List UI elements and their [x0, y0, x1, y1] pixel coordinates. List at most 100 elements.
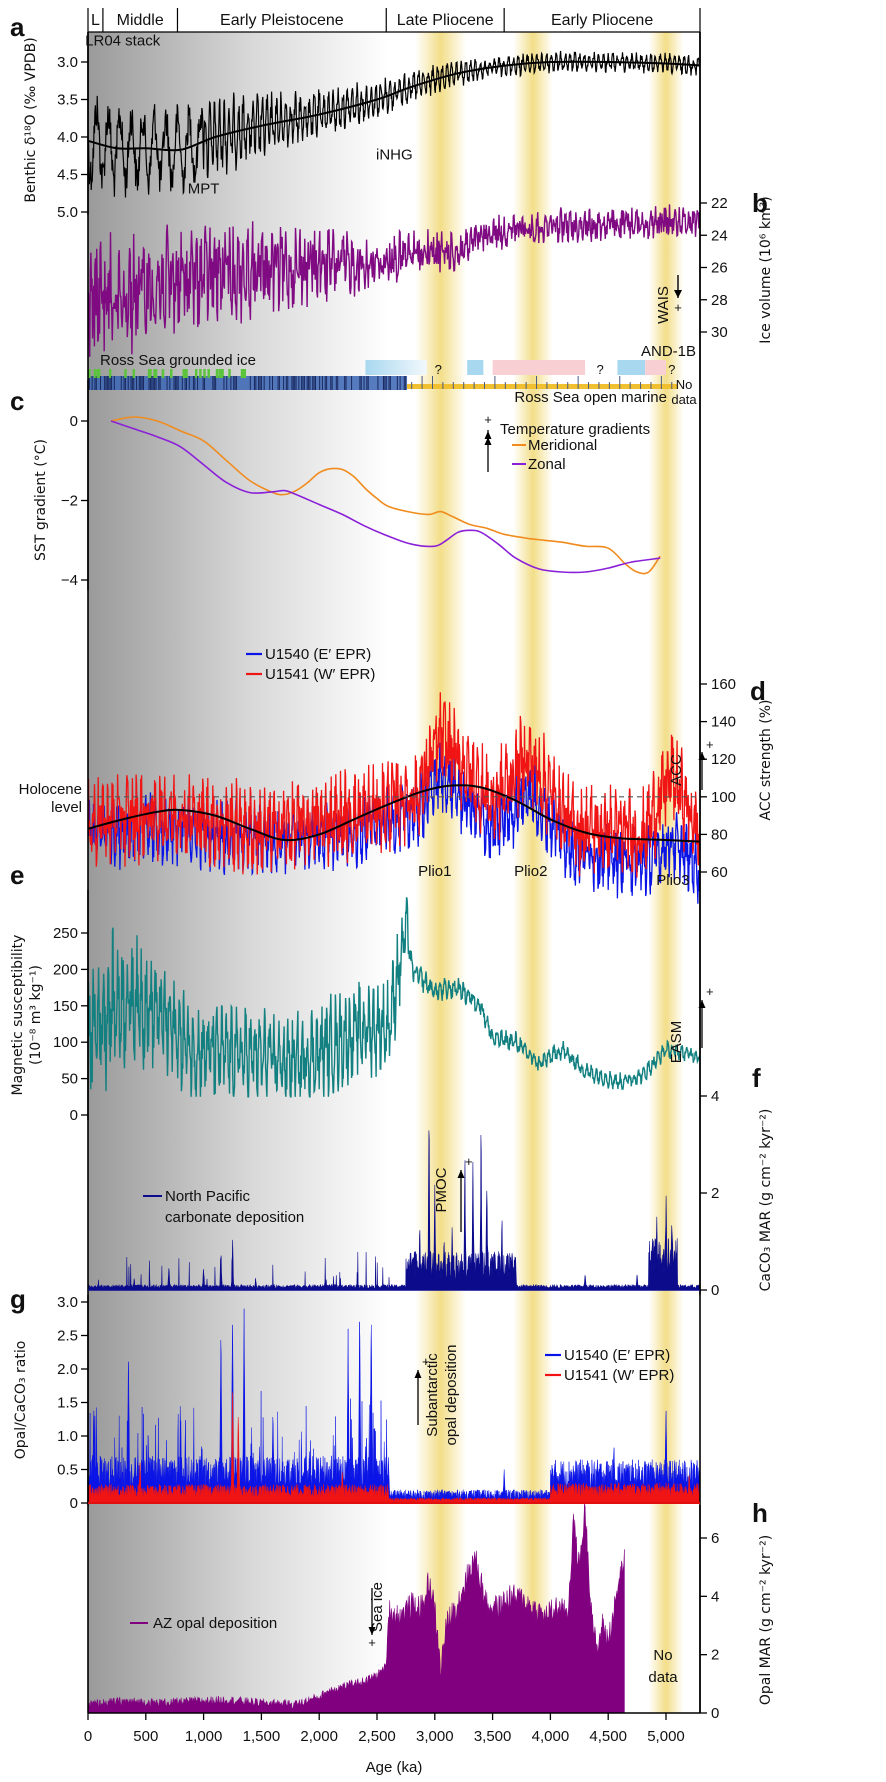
x-tick-label: 5,000 — [647, 1728, 685, 1745]
annotation-subantarctic: Subantarctic — [424, 1353, 441, 1437]
annotation-mpt: MPT — [188, 180, 220, 197]
grounded-ice-band — [88, 376, 408, 390]
y-tick-label-e: 50 — [61, 1071, 78, 1088]
acc-arrowhead — [698, 752, 706, 760]
x-tick-label: 1,000 — [185, 1728, 223, 1745]
annotation-pmoc: PMOC — [433, 1167, 450, 1212]
legend-label-u1541: U1541 (W′ EPR) — [265, 666, 375, 683]
warm-interval-band-1 — [415, 32, 467, 1713]
axis-layer: 3.03.54.04.55.022242628300−2−46080100120… — [53, 32, 736, 1776]
panel-letter-d: d — [750, 676, 766, 706]
acc-series-u1541 — [88, 692, 700, 878]
acc-plus-sign: + — [706, 737, 714, 752]
subantarctic-plus-sign: + — [422, 1354, 430, 1369]
label-ross-sea-grounded-ice: Ross Sea grounded ice — [100, 352, 256, 369]
y-tick-label-h: 2 — [711, 1647, 719, 1664]
annotation-opal-deposition: opal deposition — [443, 1345, 460, 1446]
wais-arrowhead — [674, 290, 682, 298]
warm-interval-band-2 — [513, 32, 553, 1713]
y-tick-label-e: 100 — [53, 1034, 78, 1051]
legend-arrowhead — [484, 431, 492, 439]
legend-label-caco3-line1: North Pacific — [165, 1188, 251, 1205]
and1b-question-mark: ? — [435, 362, 442, 377]
y-tick-label-e: 0 — [70, 1107, 78, 1124]
sea-ice-arrowhead — [368, 1627, 376, 1635]
y-tick-label-c: −2 — [61, 493, 78, 510]
y-tick-label-d: 120 — [711, 751, 736, 768]
text-layer: a b c d e f g h Benthic δ¹⁸O (‰ VPDB) Ice volume … — [10, 12, 774, 1705]
easm-arrowhead — [698, 1000, 706, 1008]
legend-label-u1540: U1540 (E′ EPR) — [265, 646, 371, 663]
pmoc-plus-sign: + — [465, 1154, 473, 1169]
and1b-block-1 — [365, 360, 427, 375]
y-tick-label-g: 0 — [70, 1495, 78, 1512]
y-tick-label-d: 140 — [711, 714, 736, 731]
epoch-label: Middle — [117, 12, 164, 29]
panel-letter-h: h — [752, 1498, 768, 1528]
y-tick-label-g: 2.5 — [57, 1328, 78, 1345]
y-tick-label-h: 4 — [711, 1588, 719, 1605]
y-tick-label-f: 2 — [711, 1185, 719, 1202]
label-no-data: data — [671, 392, 697, 407]
epoch-bar: L Middle Early Pleistocene Late Pliocene Ear… — [87, 8, 701, 33]
annotation-sea-ice: Sea ice — [369, 1582, 386, 1632]
y-axis-title-d: ACC strength (%) — [758, 700, 774, 821]
epoch-label: Late Pliocene — [397, 12, 494, 29]
and1b-question-mark: ? — [668, 362, 675, 377]
annotation-wais: WAIS — [655, 286, 672, 324]
subantarctic-arrowhead — [414, 1370, 422, 1378]
y-tick-label-h: 6 — [711, 1530, 719, 1547]
y-axis-title-h: Opal MAR (g cm⁻² kyr⁻²) — [758, 1535, 774, 1705]
y-tick-label-g: 1.5 — [57, 1395, 78, 1412]
epoch-label: Early Pleistocene — [220, 12, 344, 29]
label-no-data: No — [676, 377, 693, 392]
annotation-acc: ACC — [668, 754, 685, 786]
y-tick-label-a: 4.0 — [57, 129, 78, 146]
y-tick-label-b: 22 — [711, 195, 728, 212]
y-tick-label-a: 3.0 — [57, 54, 78, 71]
legend-label-az-opal: AZ opal deposition — [153, 1615, 277, 1632]
label-no-data-h: data — [648, 1669, 678, 1686]
y-tick-label-b: 26 — [711, 260, 728, 277]
y-axis-title-b: Ice volume (10⁶ km³) — [758, 196, 774, 343]
epoch-label: L — [91, 12, 100, 29]
y-tick-label-g: 3.0 — [57, 1294, 78, 1311]
y-axis-title-g: Opal/CaCO₃ ratio — [13, 1341, 29, 1460]
y-tick-label-d: 160 — [711, 676, 736, 693]
legend-label-zonal: Zonal — [528, 456, 566, 473]
sst-series-zonal — [110, 420, 661, 574]
magsus-series-line — [88, 897, 700, 1098]
annotation-plio3: Plio3 — [656, 872, 689, 889]
x-axis-title: Age (ka) — [366, 1759, 423, 1776]
legend-label-meridional: Meridional — [528, 437, 597, 454]
legend-plus-sign: + — [484, 412, 492, 427]
panel-letter-f: f — [752, 1063, 761, 1093]
legend-label-g-u1541: U1541 (W′ EPR) — [564, 1367, 674, 1384]
y-axis-title-c: SST gradient (°C) — [33, 439, 49, 561]
y-tick-label-g: 1.0 — [57, 1428, 78, 1445]
caco3-area — [88, 1130, 700, 1291]
y-tick-label-b: 28 — [711, 292, 728, 309]
and1b-question-mark: ? — [596, 362, 603, 377]
acc-smooth-line — [88, 784, 700, 843]
y-tick-label-f: 4 — [711, 1088, 719, 1105]
y-tick-label-a: 5.0 — [57, 204, 78, 221]
and1b-block-4 — [617, 360, 646, 375]
y-tick-label-b: 30 — [711, 324, 728, 341]
and1b-block-2 — [467, 360, 484, 375]
y-axis-title-e-units: (10⁻⁸ m³ kg⁻¹) — [28, 965, 44, 1065]
x-tick-label: 3,500 — [474, 1728, 512, 1745]
y-tick-label-c: 0 — [70, 413, 78, 430]
y-tick-label-f: 0 — [711, 1282, 719, 1299]
y-tick-label-g: 0.5 — [57, 1462, 78, 1479]
label-and-1b: AND-1B — [641, 343, 696, 360]
open-marine-band — [407, 384, 678, 389]
label-holocene: Holocene — [19, 781, 82, 798]
pmoc-arrowhead — [457, 1170, 465, 1178]
easm-plus-sign: + — [706, 984, 714, 999]
x-tick-label: 1,500 — [243, 1728, 281, 1745]
x-tick-label: 3,000 — [416, 1728, 454, 1745]
y-tick-label-e: 150 — [53, 998, 78, 1015]
lr04-series-line — [88, 50, 700, 198]
x-tick-label: 4,500 — [589, 1728, 627, 1745]
